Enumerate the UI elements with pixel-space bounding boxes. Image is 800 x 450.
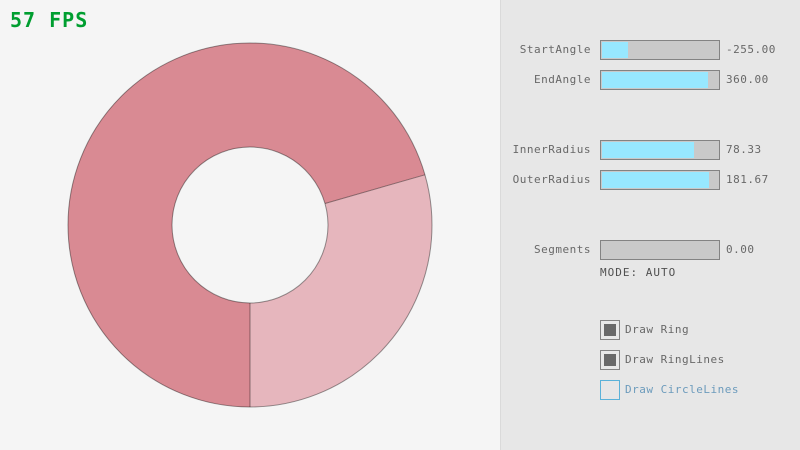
end-angle-label: EndAngle (534, 73, 591, 86)
outer-radius-value: 181.67 (726, 173, 769, 186)
ring-drawing-canvas (67, 42, 433, 408)
draw-ring-label: Draw Ring (625, 323, 690, 336)
draw-ring-checkbox[interactable]: Draw Ring (501, 320, 800, 340)
draw-circlelines-checkbox[interactable]: Draw CircleLines (501, 380, 800, 400)
inner-radius-value: 78.33 (726, 143, 762, 156)
slider-row-segments: Segments 0.00 (501, 240, 800, 260)
start-angle-label: StartAngle (519, 43, 591, 56)
slider-row-start-angle: StartAngle -255.00 (501, 40, 800, 60)
ring-inner-line (171, 146, 329, 304)
slider-fill-bar (602, 172, 709, 188)
checkbox-box[interactable] (600, 320, 620, 340)
checkbox-check-mark (604, 324, 616, 336)
slider-row-end-angle: EndAngle 360.00 (501, 70, 800, 90)
segments-label: Segments (534, 243, 591, 256)
checkbox-box[interactable] (600, 350, 620, 370)
fps-counter: 57 FPS (10, 8, 89, 32)
start-angle-slider[interactable] (600, 40, 720, 60)
segments-value: 0.00 (726, 243, 755, 256)
slider-fill-bar (602, 142, 694, 158)
draw-ringlines-checkbox[interactable]: Draw RingLines (501, 350, 800, 370)
end-angle-slider[interactable] (600, 70, 720, 90)
slider-fill-bar (602, 72, 708, 88)
checkbox-check-mark (604, 354, 616, 366)
inner-radius-label: InnerRadius (512, 143, 591, 156)
ring-boundary-line (324, 174, 426, 204)
segments-mode-text: MODE: AUTO (600, 266, 677, 279)
checkbox-box[interactable] (600, 380, 620, 400)
draw-ringlines-label: Draw RingLines (625, 353, 725, 366)
segments-slider[interactable] (600, 240, 720, 260)
slider-row-outer-radius: OuterRadius 181.67 (501, 170, 800, 190)
outer-radius-slider[interactable] (600, 170, 720, 190)
ring-overlap-sector (67, 42, 425, 407)
slider-row-inner-radius: InnerRadius 78.33 (501, 140, 800, 160)
draw-circlelines-label: Draw CircleLines (625, 383, 739, 396)
inner-radius-slider[interactable] (600, 140, 720, 160)
start-angle-value: -255.00 (726, 43, 776, 56)
controls-panel: StartAngle -255.00 EndAngle 360.00 Inner… (500, 0, 800, 450)
ring-single-sector (250, 174, 432, 407)
outer-radius-label: OuterRadius (512, 173, 591, 186)
end-angle-value: 360.00 (726, 73, 769, 86)
ring-outer-line (67, 42, 433, 408)
slider-fill-bar (602, 42, 628, 58)
